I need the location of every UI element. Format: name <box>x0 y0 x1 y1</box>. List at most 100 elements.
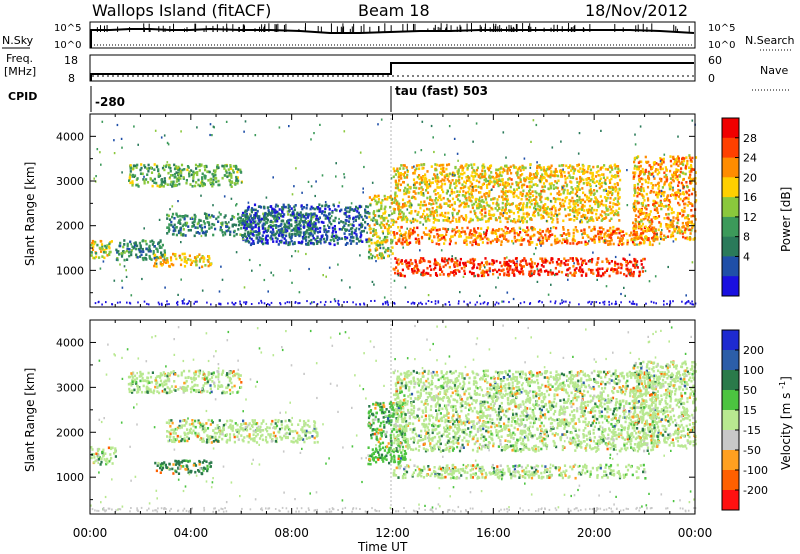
echo-cell <box>684 231 687 234</box>
echo-cell <box>108 250 111 254</box>
echo-cell <box>561 169 564 173</box>
echo-cell <box>509 219 513 223</box>
echo-cell <box>466 260 469 263</box>
echo-cell <box>451 179 454 182</box>
echo-cell <box>634 236 637 239</box>
echo-cell <box>448 179 451 183</box>
echo-cell <box>456 194 459 197</box>
echo-cell <box>569 271 572 275</box>
echo-cell <box>266 241 269 244</box>
echo-cell <box>347 224 350 227</box>
echo-cell <box>194 163 198 167</box>
echo-cell <box>440 205 443 209</box>
echo-cell <box>648 226 651 229</box>
echo-cell <box>310 205 313 209</box>
echo-cell <box>316 236 319 239</box>
echo-cell <box>311 213 314 216</box>
echo-cell <box>479 176 482 180</box>
echo-cell <box>668 183 671 186</box>
echo-cell <box>254 208 257 212</box>
echo-cell <box>486 203 489 207</box>
echo-cell <box>523 238 526 241</box>
echo-cell <box>522 204 525 207</box>
echo-cell <box>602 203 605 207</box>
echo-cell <box>449 181 452 185</box>
echo-cell <box>247 201 250 204</box>
echo-cell <box>528 188 532 191</box>
echo-cell <box>179 263 183 267</box>
echo-cell <box>235 175 238 179</box>
echo-cell <box>684 172 687 176</box>
echo-cell <box>589 260 591 263</box>
echo-cell <box>556 213 558 216</box>
echo-cell <box>320 220 323 224</box>
echo-cell <box>191 225 194 228</box>
echo-cell <box>291 193 294 196</box>
echo-cell <box>435 274 439 277</box>
echo-cell <box>421 175 425 179</box>
echo-cell <box>257 215 260 218</box>
echo-cell <box>508 189 511 193</box>
echo-cell <box>531 213 535 217</box>
echo-cell <box>660 203 663 207</box>
echo-cell <box>646 218 650 222</box>
echo-cell <box>197 183 200 187</box>
echo-cell <box>407 195 410 199</box>
echo-cell <box>490 198 493 201</box>
echo-cell <box>203 165 207 169</box>
echo-cell <box>224 221 227 224</box>
echo-cell <box>233 229 236 233</box>
echo-cell <box>554 209 557 212</box>
echo-cell <box>601 173 604 176</box>
echo-cell <box>640 234 643 237</box>
echo-cell <box>239 216 242 220</box>
echo-cell <box>642 266 645 269</box>
echo-cell <box>472 140 474 143</box>
echo-cell <box>396 232 399 235</box>
echo-cell <box>672 211 675 214</box>
echo-cell <box>670 211 673 215</box>
echo-cell <box>540 174 543 178</box>
echo-cell <box>150 166 153 169</box>
echo-cell <box>636 182 640 186</box>
echo-cell <box>421 203 425 207</box>
echo-cell <box>378 209 381 213</box>
echo-cell <box>513 219 516 222</box>
echo-cell <box>515 183 518 187</box>
echo-cell <box>367 255 371 259</box>
echo-cell <box>163 179 167 183</box>
echo-cell <box>590 206 594 210</box>
echo-cell <box>671 193 674 196</box>
echo-cell <box>511 268 514 272</box>
echo-cell <box>381 253 384 256</box>
echo-cell <box>537 238 540 242</box>
echo-cell <box>262 222 265 226</box>
echo-cell <box>258 239 261 243</box>
echo-cell <box>391 239 394 242</box>
echo-cell <box>419 206 422 210</box>
echo-cell <box>314 214 317 217</box>
echo-cell <box>447 199 450 203</box>
echo-cell <box>172 252 175 256</box>
echo-cell <box>340 237 344 240</box>
echo-cell <box>432 221 435 224</box>
echo-cell <box>568 192 572 195</box>
echo-cell <box>654 229 657 232</box>
echo-cell <box>496 209 499 212</box>
echo-cell <box>417 191 420 195</box>
echo-cell <box>228 226 231 230</box>
echo-cell <box>530 241 533 244</box>
echo-cell <box>284 239 288 242</box>
echo-cell <box>588 240 590 243</box>
echo-cell <box>590 271 593 274</box>
echo-cell <box>410 221 413 224</box>
echo-cell <box>608 191 611 194</box>
echo-cell <box>175 226 178 229</box>
echo-cell <box>160 182 163 185</box>
echo-cell <box>511 239 514 243</box>
echo-cell <box>451 235 454 238</box>
echo-cell <box>550 171 553 174</box>
echo-cell <box>614 262 617 265</box>
echo-cell <box>141 172 144 176</box>
echo-cell <box>691 156 694 160</box>
